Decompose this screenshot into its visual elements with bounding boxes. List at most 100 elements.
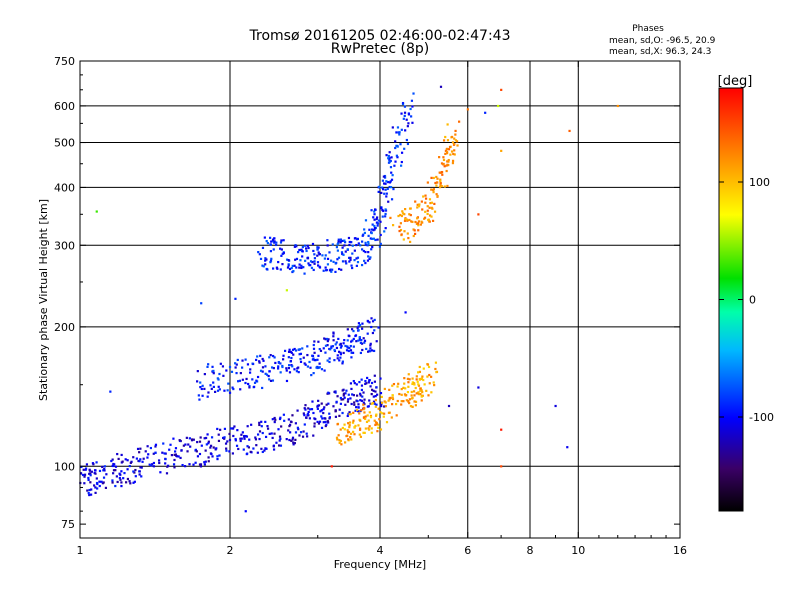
data-point: [403, 230, 406, 233]
data-point: [391, 384, 394, 387]
data-point: [394, 146, 397, 150]
data-point: [290, 356, 293, 360]
data-point: [110, 459, 113, 463]
data-point: [359, 351, 362, 355]
data-point: [358, 380, 361, 384]
data-point: [332, 260, 335, 263]
data-point: [316, 407, 319, 410]
data-point: [272, 448, 276, 451]
data-point: [458, 120, 461, 123]
data-point: [223, 427, 227, 430]
data-point: [98, 469, 102, 473]
data-point: [252, 447, 255, 450]
data-point: [398, 133, 401, 136]
data-point: [245, 377, 248, 381]
data-point: [385, 154, 388, 157]
data-point: [439, 183, 442, 187]
data-point: [338, 359, 341, 362]
data-point: [430, 188, 433, 191]
data-point: [357, 424, 360, 427]
data-point: [384, 227, 387, 230]
data-point: [434, 367, 437, 371]
data-point: [418, 365, 421, 369]
data-point: [400, 128, 403, 131]
data-point: [359, 392, 362, 395]
data-point: [398, 225, 401, 228]
data-point: [376, 393, 379, 396]
data-point: [268, 370, 271, 373]
data-point: [308, 360, 311, 364]
data-point: [402, 386, 405, 389]
data-point: [364, 250, 367, 254]
data-point: [298, 263, 301, 266]
data-point: [311, 242, 315, 246]
data-point: [304, 259, 307, 262]
data-point: [88, 468, 91, 471]
data-point: [410, 397, 414, 400]
data-point: [275, 243, 278, 247]
data-point: [203, 461, 206, 464]
data-point: [371, 237, 374, 240]
data-point: [248, 371, 252, 374]
data-point: [285, 258, 289, 261]
colorbar-tick-label: -100: [749, 411, 774, 424]
data-point: [173, 453, 176, 456]
data-point: [291, 365, 294, 368]
data-point: [359, 435, 363, 438]
data-point: [388, 158, 391, 161]
data-point: [420, 377, 423, 380]
data-point: [412, 228, 415, 231]
data-point: [349, 256, 352, 259]
data-point: [377, 407, 380, 410]
data-point: [424, 194, 427, 197]
data-point: [232, 427, 235, 430]
data-point: [303, 407, 306, 410]
data-point: [306, 345, 309, 348]
data-point: [273, 356, 276, 359]
data-point: [435, 193, 438, 196]
data-point: [259, 354, 262, 357]
data-point: [370, 431, 373, 434]
data-point: [279, 241, 283, 244]
data-point: [280, 425, 283, 428]
data-point: [373, 349, 376, 353]
data-point: [298, 248, 301, 252]
y-tick-label: 500: [54, 137, 75, 150]
data-point: [312, 347, 316, 350]
y-tick-label: 200: [54, 321, 75, 334]
data-point: [341, 426, 344, 430]
data-point: [388, 388, 391, 391]
data-point: [324, 417, 327, 420]
x-tick-label: 6: [464, 544, 471, 557]
data-point: [375, 340, 378, 343]
data-point: [237, 380, 240, 383]
data-point: [218, 454, 221, 457]
data-point: [428, 373, 431, 377]
data-point: [353, 401, 356, 404]
data-point: [90, 488, 93, 491]
data-point: [296, 426, 299, 429]
data-point: [348, 426, 351, 429]
data-point: [421, 390, 424, 394]
data-point: [370, 392, 373, 396]
data-point: [406, 232, 409, 235]
data-point: [120, 481, 123, 484]
data-point: [432, 176, 435, 180]
data-point: [310, 266, 314, 269]
data-point: [328, 417, 331, 420]
data-point: [120, 470, 123, 473]
data-point: [444, 149, 448, 152]
data-point: [326, 359, 329, 362]
data-point: [261, 366, 265, 369]
data-point: [329, 259, 333, 262]
data-point: [416, 217, 419, 220]
data-point: [228, 450, 231, 453]
data-point: [261, 431, 264, 435]
data-point: [281, 365, 284, 369]
data-point: [139, 466, 142, 469]
data-point: [94, 469, 97, 472]
data-point: [326, 239, 329, 242]
data-point: [335, 246, 339, 249]
data-point: [338, 350, 341, 353]
data-point: [196, 370, 199, 373]
